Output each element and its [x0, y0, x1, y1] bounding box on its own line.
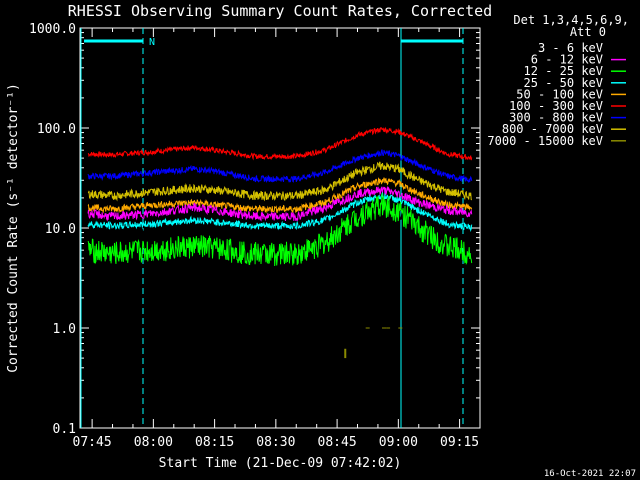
legend-entry-label: 100 - 300 keV [509, 99, 603, 113]
footer-timestamp: 16-Oct-2021 22:07 [544, 469, 636, 479]
series-line [87, 126, 473, 161]
plot-frame [79, 27, 481, 429]
x-tick-label: 08:30 [256, 435, 295, 450]
chart-title: RHESSI Observing Summary Count Rates, Co… [68, 2, 492, 20]
series-line [87, 177, 473, 214]
legend-entry-label: 800 - 7000 keV [502, 122, 603, 136]
legend-entry-label: 3 - 6 keV [538, 41, 603, 55]
flag-label: N [149, 37, 155, 48]
x-tick-label: 08:15 [195, 435, 234, 450]
series-line [87, 193, 473, 267]
x-axis-label: Start Time (21-Dec-09 07:42:02) [159, 456, 402, 471]
x-tick-label: 09:00 [379, 435, 418, 450]
plot-border [79, 27, 481, 429]
y-tick-label: 1.0 [53, 322, 76, 337]
legend-entry-label: 12 - 25 keV [524, 64, 603, 78]
legend-entry-label: 25 - 50 keV [524, 76, 603, 90]
series-line [87, 161, 473, 202]
series-line [87, 192, 473, 233]
x-tick-label: 08:00 [134, 435, 173, 450]
legend-entry-label: 7000 - 15000 keV [487, 134, 603, 148]
y-tick-label: 10.0 [45, 222, 76, 237]
series-layer [87, 126, 473, 359]
legend-entry-label: 50 - 100 keV [516, 87, 603, 101]
y-axis-label: Corrected Count Rate (s⁻¹ detector⁻¹) [6, 83, 21, 373]
series-line [87, 149, 473, 183]
y-tick-label: 100.0 [37, 122, 76, 137]
x-tick-label: 07:45 [73, 435, 112, 450]
x-tick-label: 09:15 [440, 435, 479, 450]
legend-header-line-2: Att 0 [570, 25, 606, 39]
series-line [87, 185, 473, 222]
x-axis: 07:45 08:00 08:15 08:30 08:45 09:00 09:15 [73, 28, 481, 450]
y-tick-label: 0.1 [53, 422, 76, 437]
y-axis: 0.1 1.0 10.0 100.0 1000.0 [29, 22, 480, 437]
y-tick-label: 1000.0 [29, 22, 76, 37]
legend-header-line-1: Det 1,3,4,5,6,9, [513, 13, 629, 27]
legend-entry-label: 6 - 12 keV [531, 53, 603, 67]
legend-entry-label: 300 - 800 keV [509, 111, 603, 125]
x-tick-label: 08:45 [318, 435, 357, 450]
